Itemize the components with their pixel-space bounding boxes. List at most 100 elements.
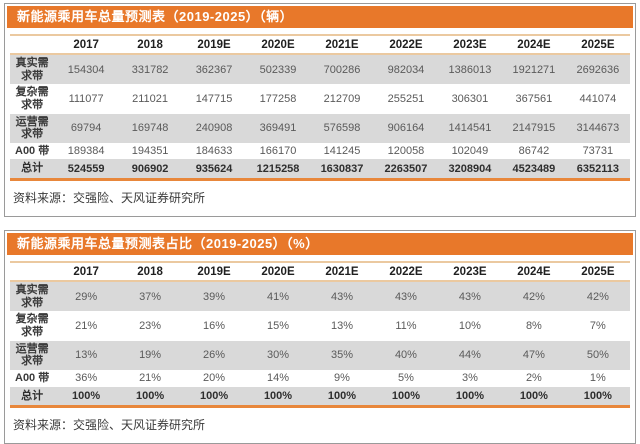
report-page: 新能源乘用车总量预测表（2019-2025）（辆） 2017 2018 2019E 20… [4, 3, 636, 444]
row-label: A00 带 [15, 371, 50, 384]
data-cell: 169748 [131, 122, 169, 135]
data-cell: 21% [139, 372, 162, 385]
data-cell: 36% [75, 372, 98, 385]
data-cell: 20% [203, 372, 226, 385]
data-cell: 194351 [131, 145, 169, 158]
data-cell: 40% [394, 349, 417, 362]
data-cell: 43% [458, 290, 481, 303]
data-cell: 982034 [387, 63, 425, 76]
data-cell: 141245 [323, 145, 361, 158]
data-cell: 111077 [68, 92, 104, 105]
year-header: 2019E [182, 261, 247, 283]
table-header: 2017 2018 2019E 2020E 2021E 2022E 2023E 2024E 20… [10, 261, 630, 283]
volume-forecast-table-card: 新能源乘用车总量预测表（2019-2025）（辆） 2017 2018 2019E 20… [4, 3, 636, 218]
data-cell: 100% [501, 386, 566, 409]
data-cell: 16% [203, 320, 226, 333]
data-cell: 441074 [579, 92, 617, 105]
data-cell: 47% [522, 349, 545, 362]
data-cell: 189384 [67, 145, 105, 158]
data-cell: 211021 [132, 92, 169, 105]
data-cell: 35% [330, 349, 353, 362]
table-row: 真实需求带 29% 37% 39% 41% 43% 43% 43% 42% 42% [10, 281, 630, 312]
data-cell: 120058 [387, 145, 425, 158]
data-cell: 177258 [259, 92, 297, 105]
row-label: 真实需求带 [15, 284, 49, 309]
data-cell: 41% [267, 290, 290, 303]
data-cell: 212709 [323, 92, 361, 105]
data-cell: 13% [75, 349, 98, 362]
data-cell: 86742 [518, 145, 550, 158]
data-cell: 42% [522, 290, 545, 303]
table-title: 新能源乘用车总量预测表占比（2019-2025）（%） [17, 236, 319, 252]
share-data-table: 2017 2018 2019E 2020E 2021E 2022E 2023E 2024E 20… [10, 261, 630, 409]
data-cell: 73731 [582, 145, 614, 158]
year-header: 2017 [54, 261, 119, 283]
data-cell: 44% [458, 349, 481, 362]
source-note: 资料来源：交强险、天风证券研究所 [13, 191, 206, 206]
year-header: 2018 [118, 261, 183, 283]
row-label: 复杂需求带 [15, 313, 49, 339]
data-cell: 100% [118, 386, 183, 409]
year-header: 2017 [54, 34, 119, 55]
data-cell: 1215258 [246, 159, 310, 182]
data-cell: 100% [54, 386, 119, 409]
data-cell: 100% [565, 386, 630, 409]
data-cell: 502339 [259, 63, 297, 76]
data-cell: 367561 [515, 92, 553, 105]
table-row: 复杂需求带 21% 23% 16% 15% 13% 11% 10% 8% 7% [10, 311, 630, 340]
data-cell: 10% [458, 320, 481, 333]
data-cell: 26% [203, 349, 226, 362]
year-header: 2023E [437, 34, 502, 55]
year-header: 2020E [246, 261, 310, 283]
table-body: 真实需求带 29% 37% 39% 41% 43% 43% 43% 42% 42% 复杂需求带 21%… [10, 281, 630, 409]
year-header: 2019E [182, 34, 247, 55]
data-cell: 576598 [323, 122, 361, 135]
year-header: 2024E [501, 261, 566, 283]
data-cell: 39% [203, 290, 226, 303]
data-cell: 29% [75, 290, 98, 303]
data-cell: 100% [437, 386, 502, 409]
data-cell: 906164 [387, 122, 425, 135]
data-cell: 13% [330, 320, 353, 333]
data-cell: 14% [267, 372, 290, 385]
header-row: 2017 2018 2019E 2020E 2021E 2022E 2023E 2024E 20… [10, 34, 630, 55]
data-cell: 21% [75, 320, 98, 333]
year-header: 2023E [437, 261, 502, 283]
table-row: 总计 524559 906902 935624 1215258 1630837 226350… [10, 159, 630, 182]
data-cell: 369491 [259, 122, 297, 135]
row-label: 运营需求带 [15, 342, 49, 368]
data-cell: 331782 [131, 63, 169, 76]
volume-data-table: 2017 2018 2019E 2020E 2021E 2022E 2023E 2024E 20… [10, 34, 630, 182]
data-cell: 1% [589, 372, 606, 385]
year-header: 2022E [373, 261, 438, 283]
data-cell: 2263507 [373, 159, 438, 182]
row-label: 复杂需求带 [15, 86, 49, 111]
data-cell: 154304 [67, 63, 105, 76]
data-cell: 306301 [451, 92, 489, 105]
data-cell: 362367 [195, 63, 233, 76]
data-cell: 3% [461, 372, 478, 385]
data-cell: 43% [330, 290, 353, 303]
table-title: 新能源乘用车总量预测表（2019-2025）（辆） [17, 9, 294, 24]
table-row: 总计 100% 100% 100% 100% 100% 100% 100% 100% 100% [10, 386, 630, 409]
data-cell: 2147915 [512, 122, 556, 135]
data-cell: 906902 [118, 159, 183, 182]
row-label: 运营需求带 [15, 115, 49, 141]
share-forecast-table-card: 新能源乘用车总量预测表占比（2019-2025）（%） 2017 2018 2019E… [4, 230, 636, 444]
data-cell: 4523489 [501, 159, 566, 182]
header-row: 2017 2018 2019E 2020E 2021E 2022E 2023E 2024E 20… [10, 261, 630, 283]
year-header: 2022E [373, 34, 438, 55]
data-cell: 43% [394, 290, 417, 303]
data-cell: 102049 [451, 145, 489, 158]
table-title-bar: 新能源乘用车总量预测表（2019-2025）（辆） [7, 6, 633, 28]
data-cell: 2% [525, 372, 542, 385]
data-cell: 524559 [54, 159, 119, 182]
data-cell: 166170 [259, 145, 297, 158]
data-cell: 5% [398, 372, 414, 385]
year-header: 2021E [310, 34, 374, 55]
data-cell: 147715 [195, 92, 233, 105]
corner-cell [10, 34, 55, 55]
data-cell: 7% [589, 320, 606, 333]
data-cell: 1630837 [310, 159, 374, 182]
data-cell: 15% [267, 320, 290, 333]
